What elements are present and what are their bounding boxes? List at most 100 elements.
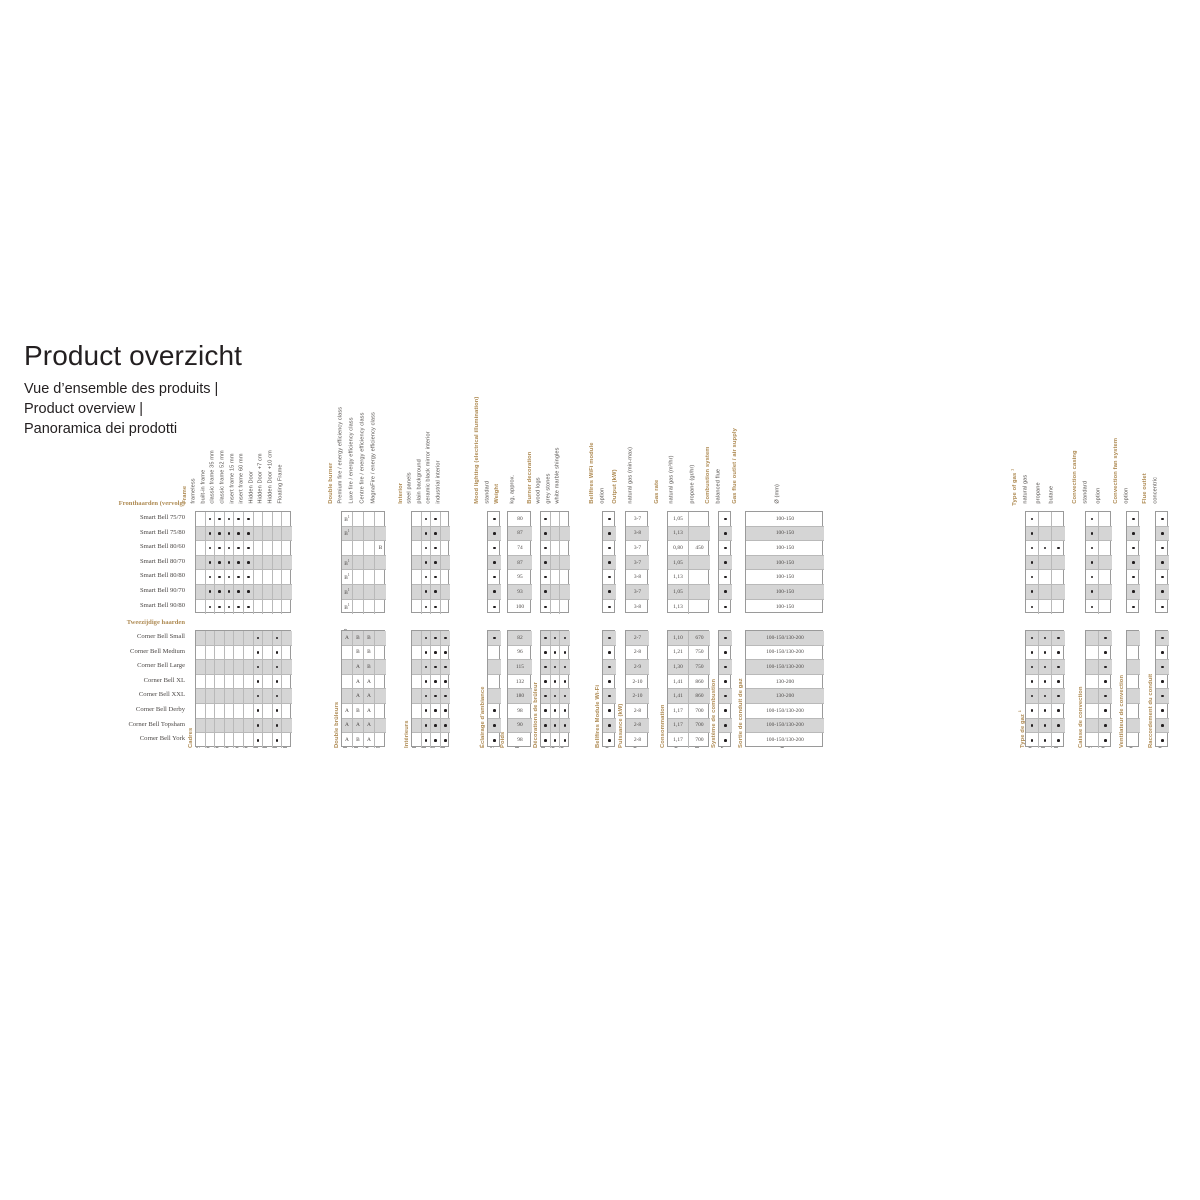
column-header: option (599, 487, 606, 504)
dot-marker (544, 724, 547, 727)
cell (412, 599, 422, 615)
cell (1039, 689, 1052, 704)
cell (421, 645, 432, 661)
dot-marker (444, 739, 447, 742)
cell (550, 703, 561, 719)
cell (353, 570, 364, 585)
dot-marker (237, 590, 240, 594)
cell (282, 733, 292, 748)
dot-marker (544, 575, 547, 579)
cell (234, 718, 244, 734)
cell: A (342, 631, 353, 646)
cell (353, 541, 364, 556)
cell (243, 541, 254, 556)
cell (205, 718, 216, 734)
cell (431, 733, 441, 748)
cell-value: 87 (517, 559, 523, 566)
cell (375, 555, 386, 571)
cell (541, 703, 551, 719)
cell (412, 584, 422, 600)
row-label: Corner Bell Medium (130, 647, 185, 655)
cell (272, 703, 283, 719)
dot-marker (563, 739, 567, 742)
dot-marker (544, 680, 547, 683)
cell: B (364, 631, 375, 646)
grid-corner-flue: 100-150/130-200 100-150/130-200 100-150/13… (745, 630, 824, 747)
column-group-header: Burner decoration (527, 451, 534, 504)
dot-marker (1043, 665, 1047, 669)
cell (421, 512, 432, 527)
cell (1039, 674, 1052, 690)
cell: 1,13 (668, 599, 689, 615)
dot-marker (1161, 546, 1164, 550)
cell-value: A (356, 678, 360, 685)
cell (272, 674, 283, 690)
dot-marker (1104, 724, 1107, 727)
dot-marker (1030, 709, 1034, 713)
cell (1156, 526, 1169, 542)
column-group-footer: Sortie de conduit de gaz (738, 678, 744, 748)
cell: 3-8 (626, 526, 649, 542)
cell (263, 733, 273, 748)
cell (422, 599, 432, 615)
cell-value: A (345, 722, 349, 729)
cell-value: A (367, 707, 371, 714)
cell (440, 570, 451, 585)
cell (560, 646, 570, 661)
cell (243, 570, 254, 585)
cell (215, 733, 225, 748)
cell: 450 (689, 541, 710, 556)
column-group-header: Convection casing (1072, 450, 1079, 504)
column-header: Hidden Door +10 cm (267, 450, 274, 504)
cell (421, 584, 432, 600)
cell-value: 1,41 (673, 693, 683, 700)
grid-corner-type_of_gas (1025, 630, 1065, 748)
dot-marker (1030, 680, 1034, 683)
dot-marker (275, 739, 279, 742)
cell: 87 (508, 526, 532, 542)
dot-marker (608, 651, 611, 654)
cell (364, 570, 375, 585)
cell-value: B (367, 634, 371, 641)
cell (353, 599, 364, 615)
cell-value: 0,80 (673, 544, 683, 551)
cell (421, 541, 432, 556)
grid-corner-flue_outlet (1155, 630, 1169, 747)
cell (719, 584, 732, 600)
cell (342, 674, 353, 690)
cell (1127, 512, 1140, 527)
cell (263, 689, 273, 704)
dot-marker (434, 575, 437, 579)
cell (550, 512, 561, 527)
column-header: Floating Frame (277, 464, 283, 504)
cell (412, 703, 422, 719)
cell: A (364, 689, 375, 704)
cell (196, 660, 206, 675)
cell (1156, 718, 1169, 734)
cell (412, 541, 422, 556)
cell: A (364, 718, 375, 734)
cell-value: 100-150 (775, 588, 795, 595)
dot-marker (1132, 546, 1135, 550)
dot-marker (608, 575, 611, 579)
dot-marker (563, 694, 567, 698)
dot-marker (553, 651, 557, 654)
cell: 1,41 (668, 674, 689, 690)
cell (364, 599, 375, 615)
grid-front-double_burner: B1 B1 B B1 B1 B1 B1 (341, 511, 386, 615)
cell (1086, 631, 1099, 646)
cell (272, 631, 283, 646)
dot-marker (1057, 739, 1060, 742)
cell (603, 526, 616, 542)
cell-value: 100 (515, 603, 525, 610)
cell-value: 98 (517, 707, 523, 714)
column-header: Luxe fire / energy efficiency class (348, 417, 355, 504)
column-header: standard (1082, 480, 1089, 504)
cell: 3-8 (626, 570, 649, 585)
cell: 115 (508, 660, 532, 675)
cell (375, 600, 386, 615)
column-header: plain background (416, 459, 423, 504)
cell-value: B (356, 634, 360, 641)
cell (1127, 733, 1140, 748)
dot-marker (493, 636, 496, 640)
